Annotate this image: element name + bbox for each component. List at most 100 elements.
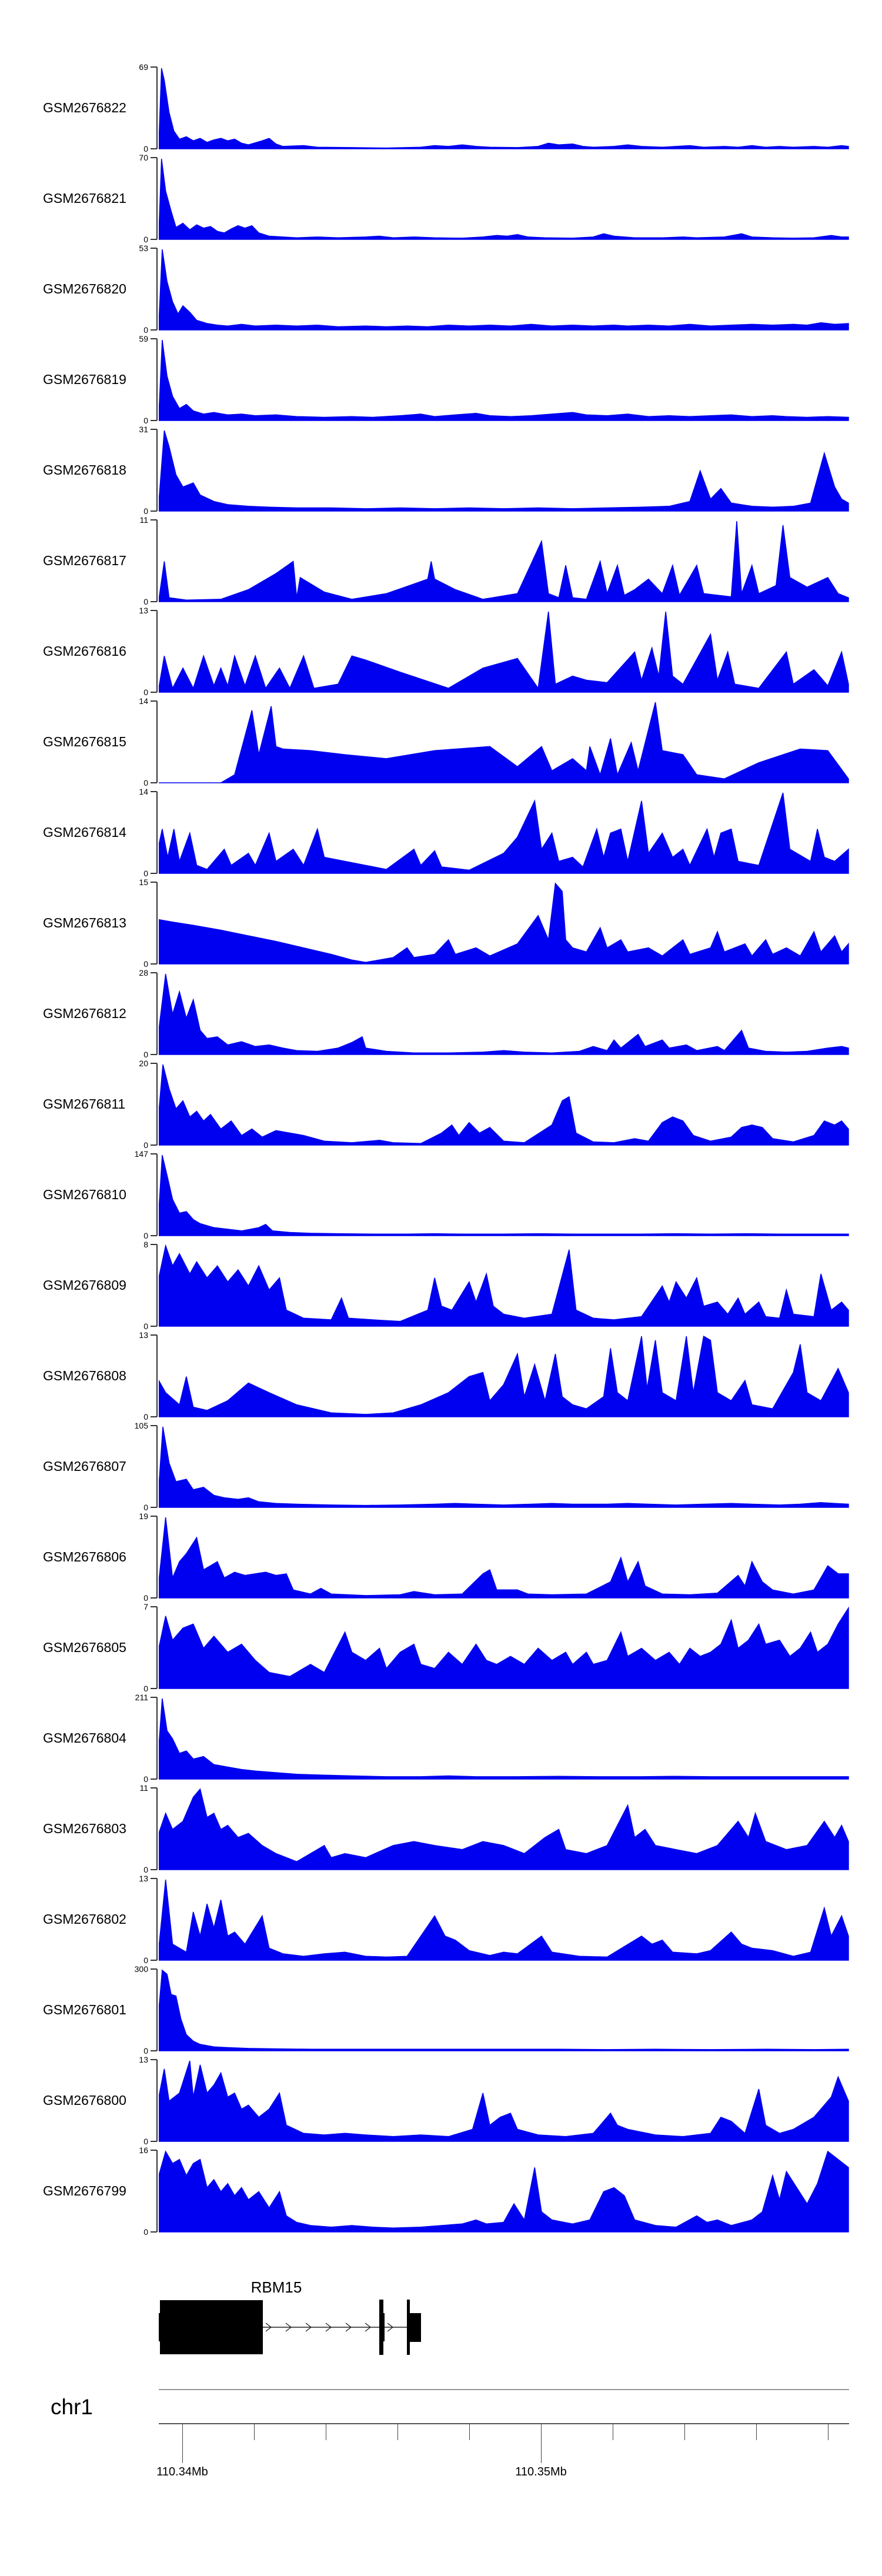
track-label: GSM2676801 (43, 2002, 126, 2017)
coverage-area-chart (159, 158, 849, 240)
y-axis-line (156, 520, 158, 602)
y-axis-zero-label: 0 (143, 597, 148, 606)
y-axis-max-label: 8 (143, 1240, 148, 1249)
y-axis-max-label: 15 (139, 877, 148, 887)
coverage-area-chart (159, 68, 849, 149)
y-axis-line (156, 1969, 158, 2051)
data-track: GSM2676821 70 0 (0, 154, 882, 243)
chromosome-label: chr1 (51, 2395, 93, 2419)
y-axis-bottom-tick (151, 782, 157, 783)
y-axis-bottom-tick (151, 1054, 157, 1055)
y-axis-top-tick (151, 791, 157, 792)
y-axis-line (156, 1607, 158, 1689)
y-axis-line (156, 1878, 158, 1960)
data-track: GSM2676822 69 0 (0, 63, 882, 153)
y-axis-top-tick (151, 429, 157, 430)
track-label: GSM2676822 (43, 100, 126, 115)
y-axis-line (156, 2060, 158, 2141)
y-axis-bottom-tick (151, 1144, 157, 1146)
y-axis-top-tick (151, 338, 157, 339)
y-axis-top-tick (151, 2150, 157, 2151)
y-axis-max-label: 13 (139, 1330, 148, 1340)
coverage-area-chart (159, 249, 849, 331)
y-axis-zero-label: 0 (143, 2137, 148, 2146)
y-axis-zero-label: 0 (143, 1412, 148, 1422)
data-track: GSM2676805 7 0 (0, 1603, 882, 1693)
y-axis-line (156, 701, 158, 783)
y-axis-zero-label: 0 (143, 1956, 148, 1965)
axis-minor-tick (397, 2424, 398, 2440)
y-axis-max-label: 300 (134, 1964, 148, 1974)
y-axis-bottom-tick (151, 963, 157, 965)
y-axis-zero-label: 0 (143, 1140, 148, 1150)
y-axis-zero-label: 0 (143, 325, 148, 335)
y-axis-line (156, 1697, 158, 1779)
y-axis-zero-label: 0 (143, 959, 148, 969)
track-label: GSM2676813 (43, 915, 126, 930)
axis-minor-tick (254, 2424, 255, 2440)
track-label: GSM2676809 (43, 1277, 126, 1293)
track-label: GSM2676804 (43, 1730, 126, 1746)
data-track: GSM2676806 19 0 (0, 1512, 882, 1602)
y-axis-max-label: 13 (139, 2055, 148, 2064)
data-track: GSM2676803 11 0 (0, 1784, 882, 1874)
y-axis-top-tick (151, 1697, 157, 1698)
y-axis-bottom-tick (151, 601, 157, 602)
y-axis-max-label: 16 (139, 2145, 148, 2155)
data-track: GSM2676808 13 0 (0, 1331, 882, 1421)
y-axis-line (156, 792, 158, 873)
y-axis-top-tick (151, 1334, 157, 1336)
y-axis-max-label: 7 (143, 1602, 148, 1611)
coverage-area-chart (159, 2150, 849, 2233)
y-axis-max-label: 13 (139, 1874, 148, 1883)
y-axis-top-tick (151, 1787, 157, 1788)
track-label: GSM2676814 (43, 825, 126, 840)
axis-minor-tick (469, 2424, 470, 2440)
data-track: GSM2676799 16 0 (0, 2146, 882, 2236)
y-axis-line (156, 2150, 158, 2232)
gene-model (159, 2300, 421, 2355)
y-axis-max-label: 211 (135, 1693, 148, 1702)
y-axis-line (156, 973, 158, 1055)
coverage-area-chart (159, 973, 849, 1055)
y-axis-zero-label: 0 (143, 1503, 148, 1512)
y-axis-top-tick (151, 1244, 157, 1245)
y-axis-max-label: 20 (139, 1059, 148, 1068)
data-track: GSM2676800 13 0 (0, 2056, 882, 2145)
track-label: GSM2676812 (43, 1006, 126, 1021)
y-axis-top-tick (151, 157, 157, 158)
y-axis-top-tick (151, 1425, 157, 1426)
data-track: GSM2676819 59 0 (0, 335, 882, 425)
coverage-area-chart (159, 611, 849, 693)
coverage-area-chart (159, 1607, 849, 1689)
y-axis-line (156, 158, 158, 239)
track-label: GSM2676817 (43, 553, 126, 568)
data-track: GSM2676820 53 0 (0, 244, 882, 334)
coverage-area-chart (159, 339, 849, 421)
y-axis-zero-label: 0 (143, 1593, 148, 1603)
y-axis-line (156, 1335, 158, 1417)
y-axis-zero-label: 0 (143, 1865, 148, 1874)
track-label: GSM2676820 (43, 281, 126, 296)
y-axis-top-tick (151, 882, 157, 883)
track-label: GSM2676806 (43, 1549, 126, 1564)
track-label: GSM2676800 (43, 2093, 126, 2108)
y-axis-bottom-tick (151, 2141, 157, 2142)
coverage-area-chart (159, 430, 849, 512)
axis-major-tick (182, 2424, 183, 2463)
y-axis-top-tick (151, 972, 157, 973)
axis-tick-label-right: 110.35Mb (515, 2465, 567, 2478)
data-track: GSM2676811 20 0 (0, 1059, 882, 1149)
y-axis-bottom-tick (151, 2050, 157, 2051)
ideogram-baseline (159, 2389, 849, 2390)
track-label: GSM2676821 (43, 191, 126, 206)
data-track: GSM2676812 28 0 (0, 969, 882, 1059)
y-axis-bottom-tick (151, 692, 157, 693)
coverage-area-chart (159, 1788, 849, 1870)
y-axis-zero-label: 0 (143, 416, 148, 425)
y-axis-bottom-tick (151, 1778, 157, 1780)
track-label: GSM2676805 (43, 1640, 126, 1655)
y-axis-max-label: 59 (139, 334, 148, 343)
coverage-area-chart (159, 792, 849, 874)
y-axis-top-tick (151, 66, 157, 68)
